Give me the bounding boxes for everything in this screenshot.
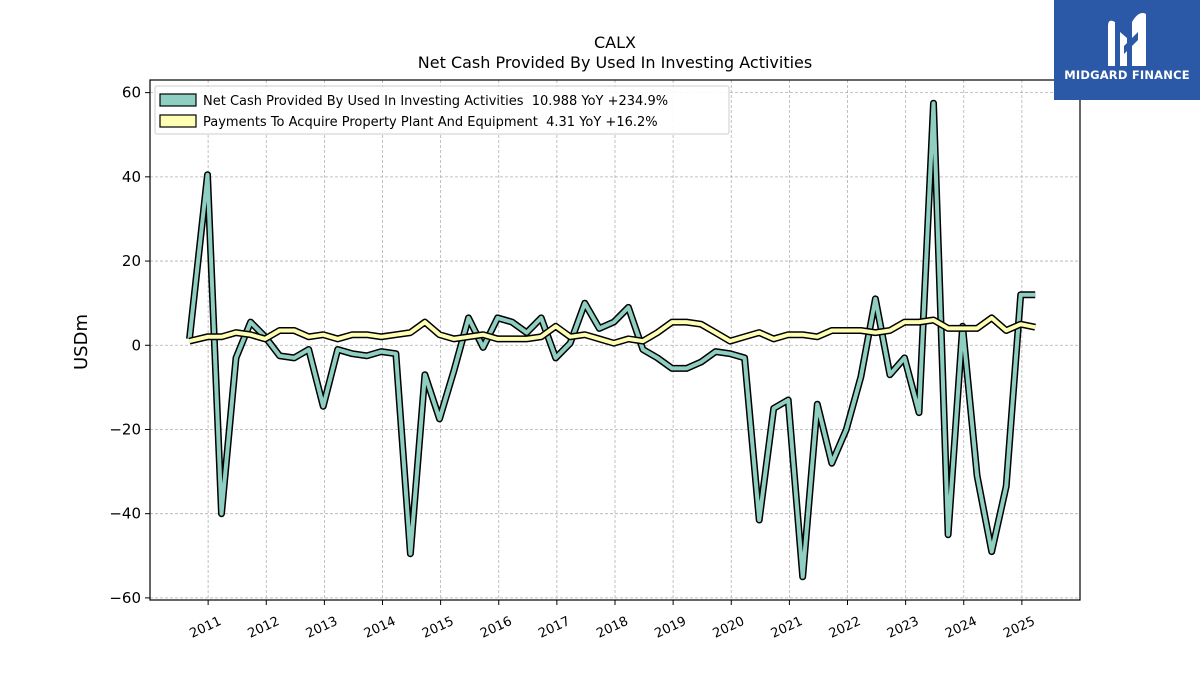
x-tick-label: 2024: [943, 614, 979, 642]
brand-name: MIDGARD FINANCE: [1064, 68, 1190, 82]
series-2: [188, 314, 1036, 347]
chart-title: CALX: [594, 33, 636, 52]
x-tick-label: 2016: [478, 614, 514, 642]
brand-logo: MIDGARD FINANCE: [1054, 0, 1200, 100]
x-tick-label: 2013: [304, 614, 340, 642]
x-tick-label: 2011: [187, 614, 223, 642]
x-tick-label: 2015: [420, 614, 456, 642]
y-tick-label: −20: [109, 420, 141, 438]
x-tick-label: 2012: [246, 614, 282, 642]
x-tick-label: 2019: [652, 614, 688, 642]
x-tick-label: 2017: [536, 614, 572, 642]
y-tick-label: −40: [109, 505, 141, 523]
x-tick-label: 2014: [362, 614, 398, 642]
x-tick-label: 2021: [769, 614, 805, 642]
x-tick-label: 2023: [885, 614, 921, 642]
x-tick-label: 2020: [711, 614, 747, 642]
x-tick-label: 2022: [827, 614, 863, 642]
series-line: [187, 101, 1036, 579]
y-tick-label: 40: [122, 168, 141, 186]
y-axis-ticks: 60 40 20 0 −20 −40 −60: [109, 84, 150, 607]
legend-frame: [154, 85, 730, 135]
legend-swatch-series-2: [159, 114, 197, 128]
x-axis-ticks: 2011 2012 2013 2014 2015 2016 2017 2018 2019 2020…: [187, 600, 1038, 642]
x-tick-label: 2018: [594, 614, 630, 642]
legend-swatch-series-1: [159, 93, 197, 107]
x-tick-label: 2025: [1001, 614, 1037, 642]
legend: Net Cash Provided By Used In Investing A…: [154, 85, 730, 135]
legend-label-series-1: Net Cash Provided By Used In Investing A…: [203, 94, 668, 109]
y-tick-label: −60: [109, 589, 141, 607]
midgard-logo-icon: [1108, 13, 1146, 67]
series-1: [186, 99, 1036, 581]
y-axis-label: USDm: [71, 314, 92, 370]
y-tick-label: 0: [131, 336, 141, 354]
series-line: [189, 315, 1036, 346]
y-tick-label: 60: [122, 84, 141, 102]
series-layer: [186, 99, 1036, 581]
legend-label-series-2: Payments To Acquire Property Plant And E…: [203, 115, 658, 130]
chart-subtitle: Net Cash Provided By Used In Investing A…: [418, 53, 812, 72]
y-tick-label: 20: [122, 252, 141, 270]
